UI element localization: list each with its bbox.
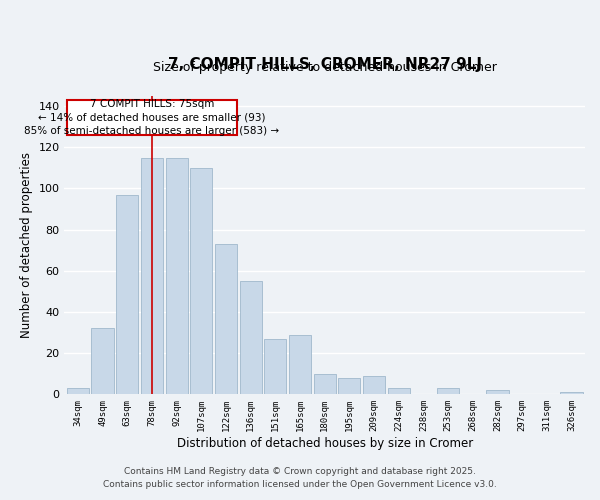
Bar [239, 281, 262, 394]
Bar [215, 244, 237, 394]
Bar [363, 376, 385, 394]
Bar [264, 338, 286, 394]
Bar [116, 194, 139, 394]
Bar [388, 388, 410, 394]
X-axis label: Distribution of detached houses by size in Cromer: Distribution of detached houses by size … [176, 437, 473, 450]
Bar [141, 158, 163, 394]
Bar [166, 158, 188, 394]
Y-axis label: Number of detached properties: Number of detached properties [20, 152, 33, 338]
Title: Size of property relative to detached houses in Cromer: Size of property relative to detached ho… [153, 61, 497, 74]
Text: 7 COMPIT HILLS: 75sqm
← 14% of detached houses are smaller (93)
85% of semi-deta: 7 COMPIT HILLS: 75sqm ← 14% of detached … [25, 99, 280, 136]
Bar [314, 374, 336, 394]
FancyBboxPatch shape [67, 100, 237, 135]
Bar [338, 378, 361, 394]
Bar [486, 390, 509, 394]
Bar [437, 388, 459, 394]
Bar [190, 168, 212, 394]
Bar [67, 388, 89, 394]
Bar [91, 328, 113, 394]
Bar [289, 334, 311, 394]
Text: 7, COMPIT HILLS, CROMER, NR27 9LJ: 7, COMPIT HILLS, CROMER, NR27 9LJ [167, 57, 482, 72]
Text: Contains HM Land Registry data © Crown copyright and database right 2025.
Contai: Contains HM Land Registry data © Crown c… [103, 468, 497, 489]
Bar [560, 392, 583, 394]
